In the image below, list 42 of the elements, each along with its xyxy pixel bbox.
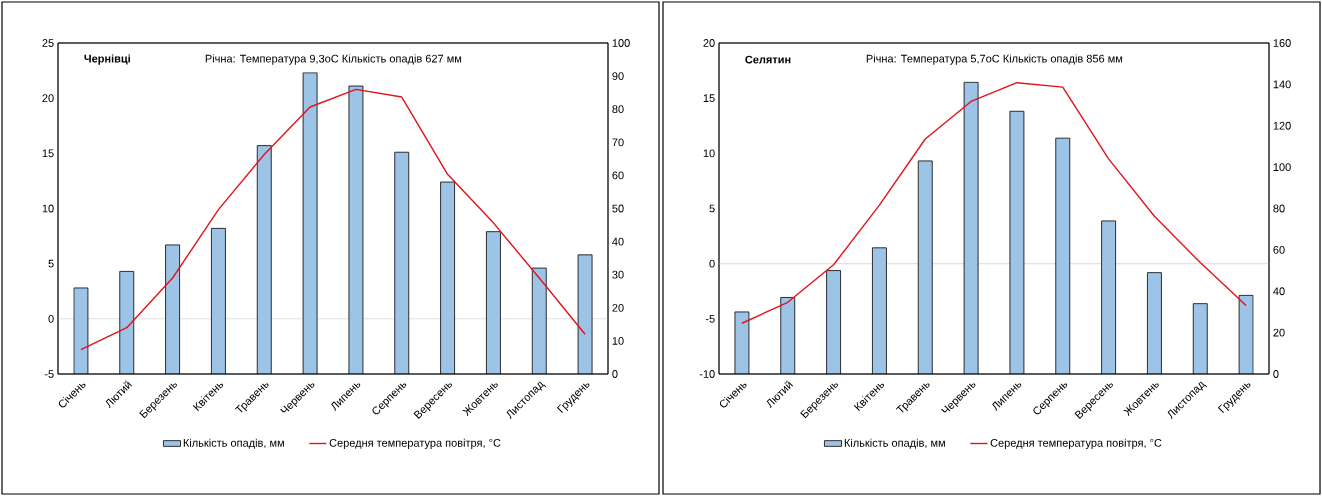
y-tick-label: 5 bbox=[48, 259, 54, 268]
y2-tick-label: 40 bbox=[612, 237, 624, 246]
y-tick-label: -10 bbox=[699, 370, 715, 378]
y2-tick-label: 100 bbox=[612, 39, 630, 47]
y2-tick-label: 140 bbox=[1273, 80, 1291, 89]
y-tick-label: 20 bbox=[703, 39, 715, 47]
y2-tick-label: 30 bbox=[612, 270, 624, 279]
y2-tick-label: 120 bbox=[1273, 121, 1291, 130]
y2-tick-label: 20 bbox=[612, 303, 624, 312]
y2-tick-label: 90 bbox=[612, 72, 624, 80]
legend-label: Середня температура повітря, °C bbox=[329, 438, 501, 449]
y2-tick-label: 20 bbox=[1273, 328, 1285, 337]
y-tick-label: 20 bbox=[42, 94, 54, 103]
y2-tick-label: 0 bbox=[1273, 370, 1279, 378]
y-tick-label: 5 bbox=[709, 204, 715, 213]
y-tick-label: -5 bbox=[44, 370, 54, 378]
y-tick-label: 0 bbox=[48, 314, 54, 323]
y2-tick-label: 40 bbox=[1273, 287, 1285, 296]
annotation: Чернівці bbox=[84, 54, 130, 65]
y-tick-label: 25 bbox=[42, 39, 54, 47]
y-tick-label: 0 bbox=[709, 259, 715, 268]
legend-label: Кількість опадів, мм bbox=[844, 438, 945, 449]
y2-tick-label: 80 bbox=[1273, 204, 1285, 213]
y2-tick-label: 60 bbox=[1273, 245, 1285, 254]
y2-tick-label: 70 bbox=[612, 138, 624, 147]
y2-tick-label: 0 bbox=[612, 370, 618, 378]
annotation: Річна: Температура 5,7oC Кількість опадів 856 мм bbox=[866, 54, 1123, 65]
annotation: Селятин bbox=[745, 55, 791, 64]
legend-label: Кількість опадів, мм bbox=[183, 438, 284, 449]
y-tick-label: -5 bbox=[705, 315, 715, 323]
annotation: Річна: Температура 9,3oC Кількість опадів 627 мм bbox=[205, 54, 462, 65]
legend-label: Середня температура повітря, °C bbox=[990, 438, 1162, 449]
y2-tick-label: 60 bbox=[612, 171, 624, 180]
y-tick-label: 10 bbox=[42, 204, 54, 213]
y2-tick-label: 160 bbox=[1273, 39, 1291, 47]
y2-tick-label: 50 bbox=[612, 204, 624, 213]
y2-tick-label: 100 bbox=[1273, 163, 1291, 172]
y-tick-label: 10 bbox=[703, 149, 715, 158]
y-tick-label: 15 bbox=[42, 149, 54, 158]
y2-tick-label: 80 bbox=[612, 105, 624, 114]
y2-tick-label: 10 bbox=[612, 337, 624, 345]
y-tick-label: 15 bbox=[703, 94, 715, 102]
